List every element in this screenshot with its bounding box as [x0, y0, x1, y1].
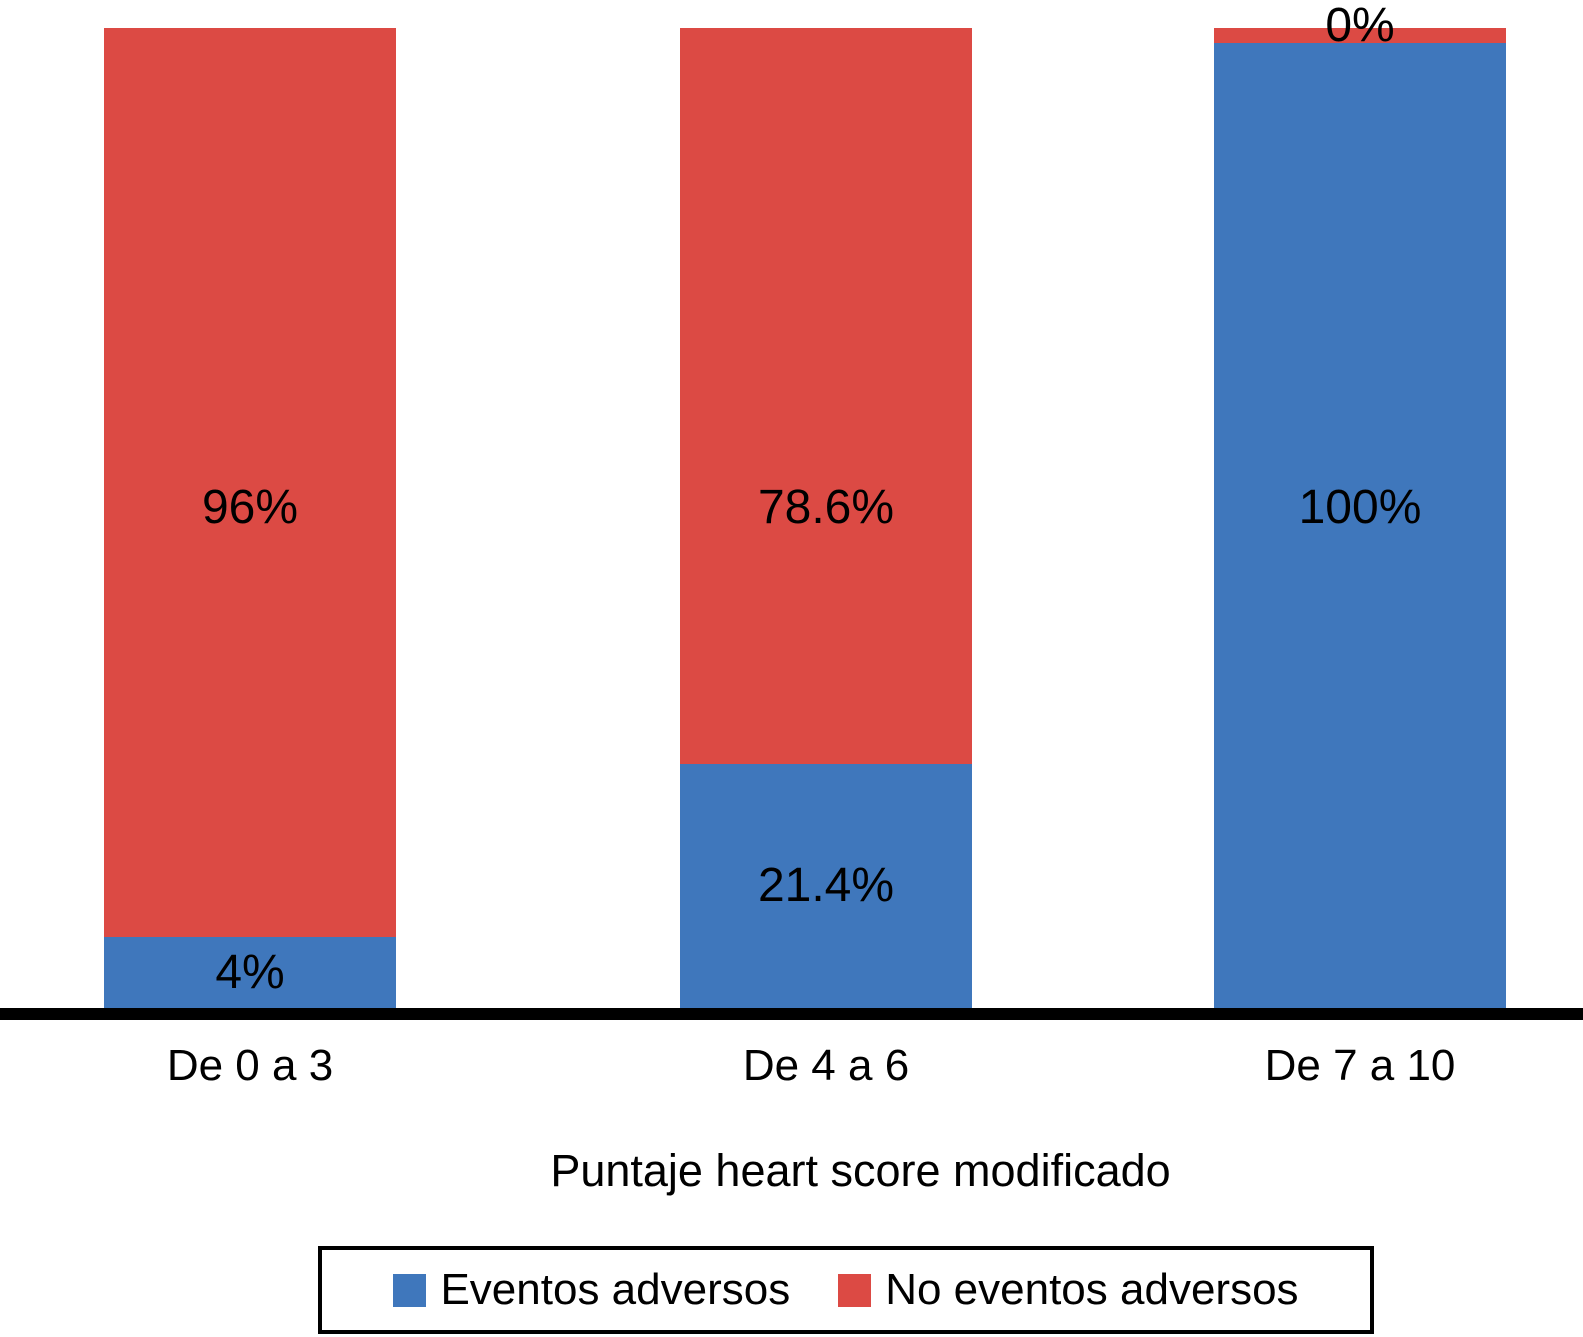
bar-segment-no-eventos-adversos-de-0-a-3	[104, 28, 396, 937]
bar-segment-no-eventos-adversos-de-4-a-6	[680, 28, 972, 764]
category-label-de-7-a-10: De 7 a 10	[1264, 1041, 1456, 1090]
legend-swatch-no-eventos-adversos	[838, 1273, 872, 1307]
segment-value-label-mid: 96%	[201, 481, 299, 534]
x-axis-line	[0, 1008, 1583, 1020]
segment-value-label-top: 0%	[1325, 0, 1395, 52]
legend-item-eventos-adversos: Eventos adversos	[393, 1266, 790, 1314]
legend-swatch-eventos-adversos	[393, 1273, 427, 1307]
category-label-de-0-a-3: De 0 a 3	[166, 1041, 334, 1090]
segment-value-label-mid: 78.6%	[757, 481, 895, 534]
bar-segment-eventos-adversos-de-0-a-3	[104, 937, 396, 1008]
legend-label-eventos-adversos: Eventos adversos	[440, 1265, 791, 1314]
category-label-de-4-a-6: De 4 a 6	[742, 1041, 910, 1090]
x-axis-title: Puntaje heart score modificado	[550, 1145, 1171, 1196]
bar-segment-eventos-adversos-de-4-a-6	[680, 764, 972, 1008]
legend-item-no-eventos-adversos: No eventos adversos	[838, 1265, 1299, 1314]
segment-value-label-mid: 100%	[1298, 481, 1422, 534]
bar-segment-eventos-adversos-de-7-a-10	[1214, 43, 1506, 1008]
legend-label-no-eventos-adversos: No eventos adversos	[885, 1265, 1299, 1314]
segment-value-label-bottom: 4%	[215, 946, 285, 999]
bar-segment-no-eventos-adversos-de-7-a-10	[1214, 28, 1506, 43]
segment-value-label-bottom: 21.4%	[757, 859, 895, 912]
legend-box: Eventos adversos No eventos adversos	[318, 1246, 1374, 1334]
